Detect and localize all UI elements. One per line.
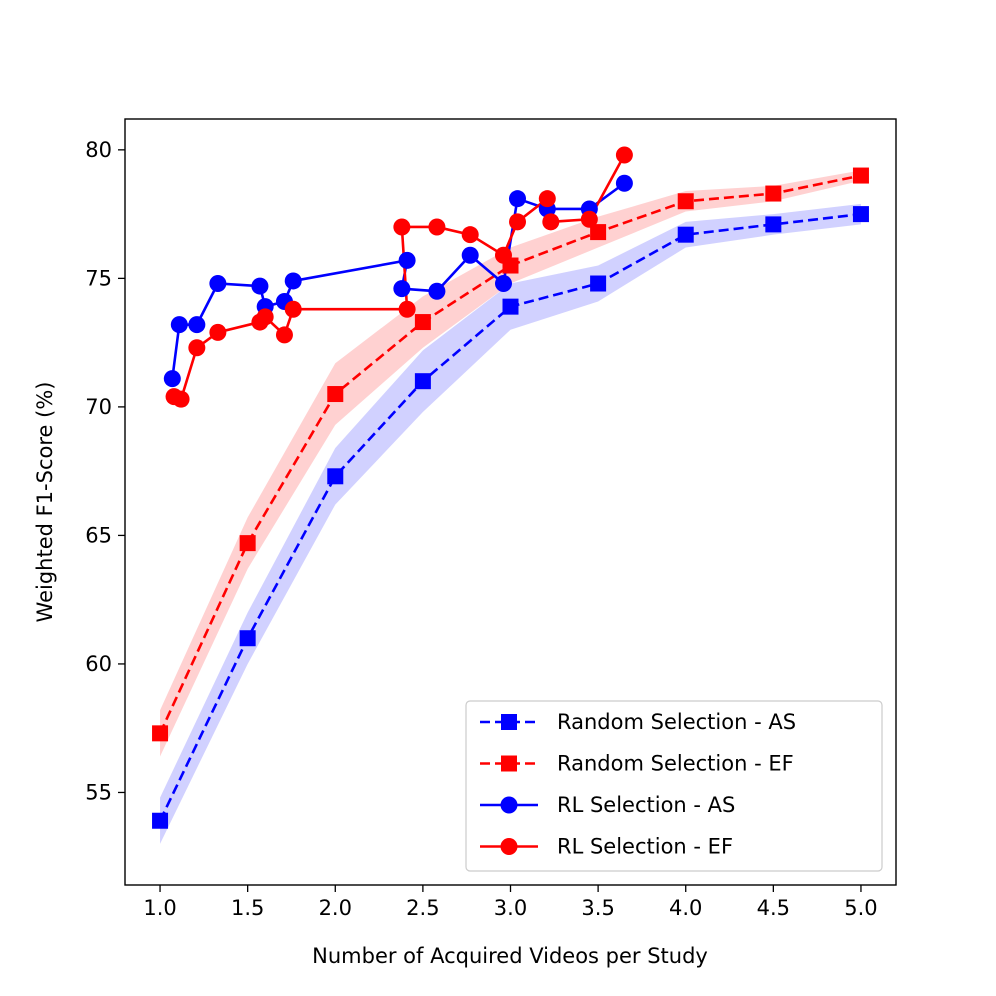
rl-selection-as-point — [509, 190, 527, 208]
random-selection-as-band — [160, 203, 861, 844]
rl-selection-ef-point — [542, 213, 560, 231]
rl-selection-ef-point — [494, 246, 512, 264]
rl-selection-as-point — [170, 316, 188, 334]
rl-selection-ef-point — [580, 210, 598, 228]
random-selection-as-point — [327, 468, 344, 485]
rl-selection-as-point — [461, 246, 479, 264]
random-selection-as-point — [677, 226, 694, 243]
y-tick-label: 65 — [85, 523, 112, 547]
rl-selection-ef-point — [509, 213, 527, 231]
rl-selection-ef-point — [393, 218, 411, 236]
random-selection-ef-point — [852, 167, 869, 184]
legend-swatch-marker — [501, 755, 517, 772]
rl-selection-as-point — [393, 280, 411, 298]
rl-selection-ef-point — [461, 226, 479, 244]
random-selection-ef-point — [239, 535, 256, 552]
rl-selection-as-point — [494, 275, 512, 293]
rl-selection-as-point — [188, 316, 206, 334]
y-tick-label: 55 — [85, 780, 112, 804]
random-selection-as-point — [152, 812, 169, 829]
rl-selection-ef-point — [428, 218, 446, 236]
x-tick-label: 3.5 — [581, 896, 614, 920]
rl-selection-ef-point — [188, 339, 206, 357]
random-selection-ef-point — [327, 386, 344, 403]
y-tick-label: 75 — [85, 266, 112, 290]
rl-selection-ef-point — [615, 146, 633, 164]
random-selection-ef-point — [414, 314, 431, 331]
random-selection-as-point — [765, 216, 782, 233]
y-axis-ticks: 55 60 65 70 75 80 — [85, 138, 125, 804]
x-tick-label: 4.5 — [757, 896, 790, 920]
x-tick-label: 4.0 — [669, 896, 702, 920]
rl-selection-as-point — [251, 277, 269, 295]
rl-selection-as-point — [615, 174, 633, 192]
confidence-bands — [160, 170, 861, 844]
rl-selection-as-point — [428, 282, 446, 300]
random-selection-ef-point — [677, 193, 694, 210]
random-selection-as-point — [414, 373, 431, 390]
rl-selection-ef-point — [256, 308, 274, 326]
random-selection-as-point — [852, 206, 869, 223]
rl-selection-as-point — [209, 275, 227, 293]
y-tick-label: 70 — [85, 395, 112, 419]
legend-label: RL Selection - EF — [557, 835, 733, 859]
rl-selection-ef-point — [538, 190, 556, 208]
y-tick-label: 80 — [85, 138, 112, 162]
legend-swatch-marker — [500, 838, 518, 855]
legend-label: Random Selection - AS — [557, 710, 796, 734]
random-selection-ef-point — [765, 185, 782, 202]
rl-selection-ef-point — [209, 323, 227, 341]
legend-label: Random Selection - EF — [557, 752, 794, 776]
random-selection-ef-band — [160, 170, 861, 757]
rl-selection-ef-point — [275, 326, 293, 344]
x-tick-label: 3.0 — [494, 896, 527, 920]
y-axis-label: Weighted F1-Score (%) — [33, 382, 57, 623]
rl-selection-as-point — [163, 370, 181, 388]
legend-swatch-marker — [501, 714, 517, 730]
x-tick-label: 1.5 — [231, 896, 264, 920]
rl-selection-ef-point — [398, 300, 416, 318]
random-selection-as-point — [502, 298, 519, 315]
random-selection-as-point — [590, 275, 607, 292]
random-selection-ef-point — [152, 725, 169, 742]
x-tick-label: 1.0 — [143, 896, 176, 920]
random-selection-as-point — [239, 630, 256, 647]
x-axis-ticks: 1.0 1.5 2.0 2.5 3.0 3.5 4.0 4.5 5.0 — [143, 885, 878, 920]
x-tick-label: 5.0 — [844, 896, 877, 920]
y-tick-label: 60 — [85, 652, 112, 676]
x-tick-label: 2.0 — [319, 896, 352, 920]
legend-swatch-marker — [500, 796, 518, 814]
series-markers — [152, 146, 869, 829]
legend-box — [465, 700, 883, 872]
rl-selection-as-point — [398, 251, 416, 269]
x-axis-label: Number of Acquired Videos per Study — [312, 944, 708, 968]
rl-selection-as-point — [284, 272, 302, 290]
random-selection-ef-point — [590, 224, 607, 241]
rl-selection-ef-point — [172, 390, 190, 408]
legend-label: RL Selection - AS — [557, 793, 735, 817]
legend: Random Selection - AS Random Selection - … — [465, 700, 883, 872]
x-tick-label: 2.5 — [406, 896, 439, 920]
rl-selection-ef-point — [284, 300, 302, 318]
